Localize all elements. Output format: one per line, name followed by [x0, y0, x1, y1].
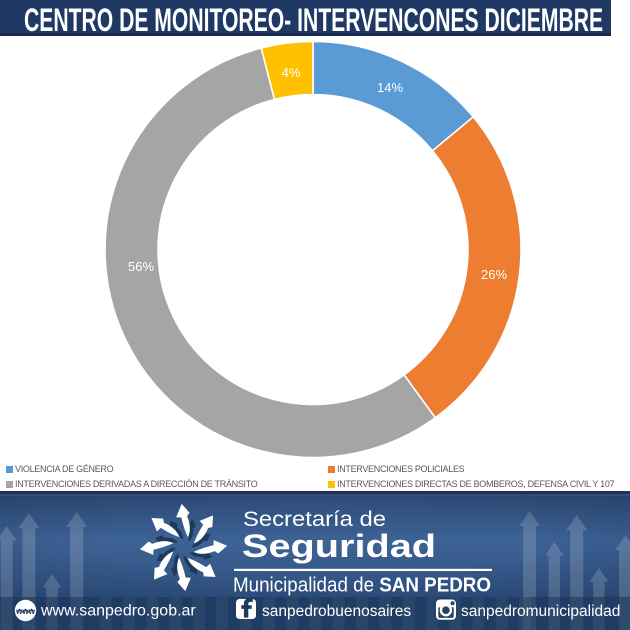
svg-text:26%: 26%: [481, 267, 507, 282]
svg-text:www: www: [15, 607, 35, 616]
svg-text:sanpedrobuenosaires: sanpedrobuenosaires: [262, 603, 411, 620]
svg-text:Secretaría de: Secretaría de: [243, 508, 386, 531]
svg-text:14%: 14%: [377, 80, 403, 95]
svg-text:Municipalidad de SAN PEDRO: Municipalidad de SAN PEDRO: [233, 575, 491, 597]
svg-text:Seguridad: Seguridad: [242, 528, 436, 564]
svg-text:56%: 56%: [128, 259, 154, 274]
svg-text:sanpedromunicipalidad: sanpedromunicipalidad: [461, 603, 620, 620]
svg-text:www.sanpedro.gob.ar: www.sanpedro.gob.ar: [40, 603, 196, 620]
svg-text:4%: 4%: [282, 65, 301, 80]
